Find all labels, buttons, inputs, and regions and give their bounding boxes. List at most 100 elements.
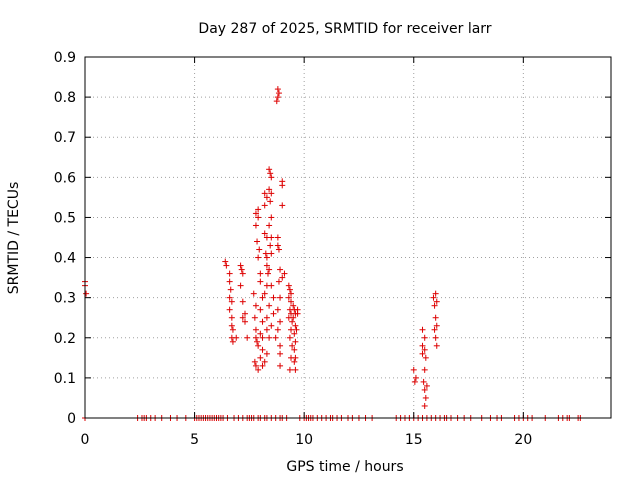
x-axis-label: GPS time / hours [286, 459, 403, 475]
data-point [419, 326, 426, 333]
data-point [268, 250, 275, 257]
data-point [266, 186, 273, 193]
data-point [252, 210, 259, 217]
data-point [288, 290, 295, 297]
data-point [290, 314, 297, 321]
data-point [259, 334, 266, 341]
data-point [268, 214, 275, 221]
data-point [422, 394, 429, 401]
data-point [261, 230, 268, 237]
tick-labels: 0 0.1 0.2 0.3 0.4 0.5 0.6 0.7 0.8 0.9 0 5 10 15 20 [54, 50, 533, 448]
x-tick-label: 5 [190, 432, 199, 448]
x-tick-label: 10 [295, 432, 313, 448]
data-point [239, 270, 246, 277]
data-point [244, 334, 251, 341]
data-point [267, 198, 274, 205]
data-point [274, 234, 281, 241]
data-point [285, 294, 292, 301]
data-point [281, 270, 288, 277]
data-point [423, 382, 430, 389]
data-point [268, 282, 275, 289]
data-point [291, 330, 298, 337]
plot-frame [84, 56, 612, 419]
y-axis-label: SRMTID / TECUs [6, 182, 22, 295]
data-point [288, 326, 295, 333]
data-point [419, 350, 426, 357]
data-point [237, 282, 244, 289]
data-point [293, 326, 300, 333]
data-point [277, 266, 284, 273]
data-point [286, 334, 293, 341]
data-point [268, 174, 275, 181]
data-point [261, 358, 268, 365]
data-point [431, 302, 438, 309]
data-point [256, 246, 263, 253]
data-point [268, 234, 275, 241]
data-point [410, 366, 417, 373]
data-point [257, 270, 264, 277]
data-point [291, 358, 298, 365]
x-tick-label: 15 [405, 432, 423, 448]
data-point [239, 314, 246, 321]
data-point [265, 270, 272, 277]
data-point [266, 334, 273, 341]
data-point [286, 286, 293, 293]
data-point [286, 366, 293, 373]
data-point [274, 94, 281, 101]
data-point [261, 290, 268, 297]
y-tick-label: 0.7 [54, 130, 76, 146]
data-point [259, 318, 266, 325]
data-point [266, 166, 273, 173]
data-point [430, 294, 437, 301]
data-point [254, 338, 261, 345]
y-tick-label: 0.2 [54, 331, 76, 347]
y-tick-label: 0.8 [54, 90, 76, 106]
data-point [289, 318, 296, 325]
data-point [275, 278, 282, 285]
y-tick-label: 0.4 [54, 251, 76, 267]
data-point [229, 326, 236, 333]
data-point [279, 202, 286, 209]
data-point [432, 290, 439, 297]
data-point [266, 266, 273, 273]
data-point [279, 274, 286, 281]
data-point [263, 194, 270, 201]
data-point [270, 294, 277, 301]
x-tick-label: 0 [81, 432, 90, 448]
axis-ticks [84, 56, 611, 419]
data-point [261, 190, 268, 197]
data-point [263, 254, 270, 261]
data-point [262, 250, 269, 257]
data-point [285, 282, 292, 289]
data-point [252, 362, 259, 369]
data-point [252, 334, 259, 341]
data-point [266, 222, 273, 229]
data-point [263, 314, 270, 321]
data-point [259, 362, 266, 369]
data-point [432, 334, 439, 341]
data-point [233, 334, 240, 341]
data-point [228, 314, 235, 321]
data-point [274, 306, 281, 313]
data-point [412, 374, 419, 381]
data-point [268, 190, 275, 197]
data-point [261, 202, 268, 209]
data-point [263, 350, 270, 357]
data-point [241, 318, 248, 325]
data-point [259, 294, 266, 301]
data-point [238, 266, 245, 273]
data-point [291, 346, 298, 353]
data-point [257, 330, 264, 337]
data-point [255, 206, 262, 213]
data-point [259, 346, 266, 353]
data-point [433, 342, 440, 349]
data-point [277, 362, 284, 369]
y-tick-label: 0.1 [54, 371, 76, 387]
data-point [239, 298, 246, 305]
data-point [292, 366, 299, 373]
data-point [223, 262, 230, 269]
data-point [273, 98, 280, 105]
data-point [83, 290, 90, 297]
data-point [421, 346, 428, 353]
data-point [277, 294, 284, 301]
